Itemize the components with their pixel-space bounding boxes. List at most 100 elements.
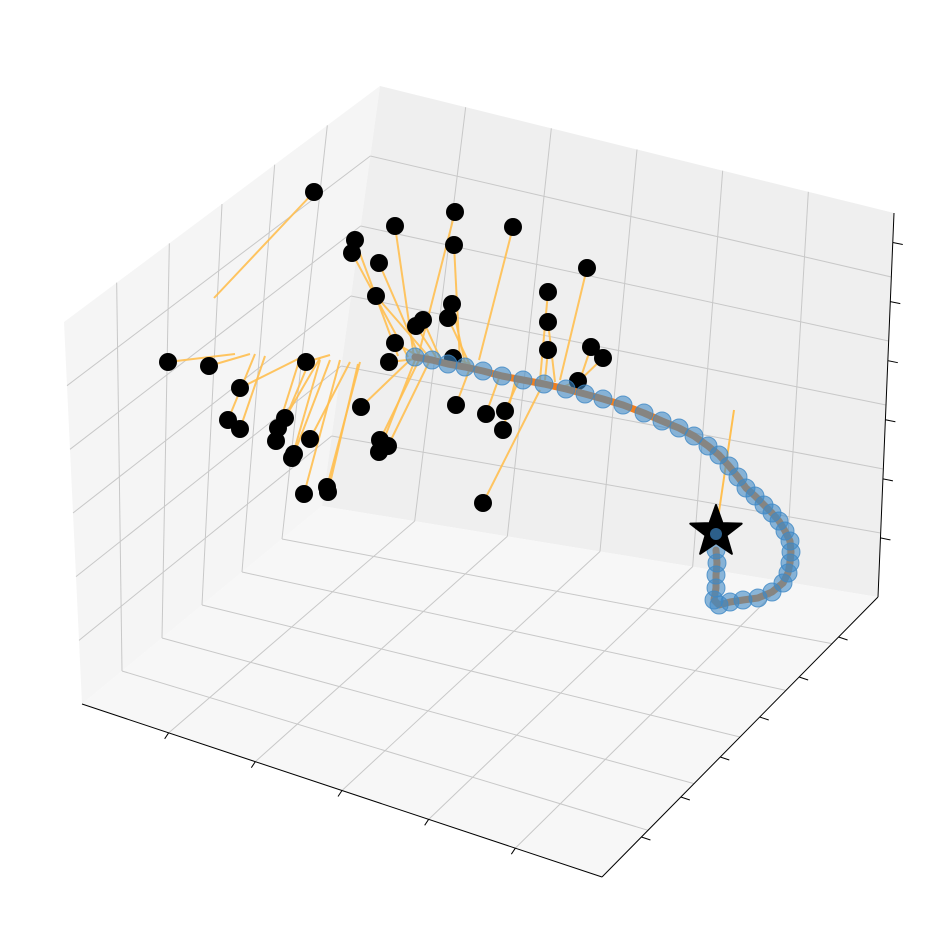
trajectory-point [455, 357, 475, 377]
grid-line [341, 365, 884, 470]
connector-line [291, 359, 321, 459]
sample-point [439, 309, 457, 327]
sample-point [386, 334, 404, 352]
sample-point [504, 218, 522, 236]
axis-ticks [164, 242, 903, 855]
sample-point [319, 483, 337, 501]
tick-mark [680, 796, 691, 801]
sample-point [446, 203, 464, 221]
sample-point [447, 396, 465, 414]
sample-point [380, 353, 398, 371]
grid-line [281, 538, 833, 645]
sample-point [445, 236, 463, 254]
connector-line [303, 359, 341, 495]
tick-mark [885, 419, 896, 423]
sample-point [582, 338, 600, 356]
tick-mark [890, 301, 901, 305]
tick-mark [164, 732, 170, 740]
tick-mark [759, 716, 769, 721]
connector-line [375, 295, 431, 359]
sample-point [352, 398, 370, 416]
sample-point [407, 317, 425, 335]
sample-point [443, 295, 461, 313]
trajectory-point [492, 366, 512, 386]
trajectory-point [556, 379, 576, 399]
tick-mark [882, 478, 894, 482]
tick-mark [880, 537, 891, 541]
sample-point [370, 254, 388, 272]
connector-line [378, 262, 421, 359]
tick-mark [250, 761, 256, 768]
connector-line [293, 359, 331, 455]
sample-point [578, 259, 596, 277]
trajectory-point [473, 361, 493, 381]
grid-line [331, 435, 881, 534]
sample-point [494, 421, 512, 439]
sample-point [301, 430, 319, 448]
sample-point [343, 244, 361, 262]
left-pane [64, 86, 380, 704]
trajectory-point [422, 350, 442, 370]
sample-point [295, 485, 313, 503]
sample-point [539, 313, 557, 331]
grid-line [75, 365, 342, 578]
sample-point [305, 183, 323, 201]
sample-point [370, 443, 388, 461]
connector-line [167, 353, 236, 363]
connector-line [327, 363, 359, 493]
connector-line [239, 355, 266, 430]
trajectory-point [634, 403, 654, 423]
tick-mark [641, 836, 651, 841]
trajectory-point [534, 374, 554, 394]
y-axis-line [601, 596, 879, 878]
tick-mark [720, 756, 730, 761]
connector-line [387, 359, 431, 447]
sample-point [267, 432, 285, 450]
sample-point [496, 402, 514, 420]
tick-mark [798, 676, 809, 681]
sample-point [367, 287, 385, 305]
goal-marker-group [689, 504, 743, 555]
trajectory-point [669, 418, 689, 438]
grid-line [78, 435, 332, 641]
connector-line [559, 267, 588, 381]
tick-mark [424, 819, 430, 826]
trajectory-point [513, 370, 533, 390]
connector-line [539, 291, 549, 381]
trajectory-point [613, 395, 633, 415]
sample-point [474, 494, 492, 512]
sample-point [283, 449, 301, 467]
tick-mark [337, 790, 343, 797]
connector-line [417, 211, 456, 358]
connector-line [239, 357, 301, 389]
trajectory-point [710, 528, 722, 540]
tick-mark [510, 847, 516, 855]
sample-point [231, 420, 249, 438]
trajectory-point [684, 426, 704, 446]
sample-point [297, 353, 315, 371]
back-pane [322, 86, 894, 597]
grid-line [370, 155, 892, 278]
grid-line [72, 295, 352, 514]
floor-pane [82, 506, 878, 877]
axis-panes [64, 86, 894, 877]
z-axis-line [877, 212, 895, 598]
trajectory-point [438, 354, 458, 374]
grid-line [69, 225, 361, 450]
sample-point [539, 283, 557, 301]
trajectory-point [652, 411, 672, 431]
grid-lines [66, 107, 892, 849]
sample-point [477, 405, 495, 423]
trajectory-point [593, 389, 613, 409]
sample-point [200, 357, 218, 375]
sample-point [231, 379, 249, 397]
connector-line [478, 226, 514, 361]
tick-mark [887, 360, 898, 364]
sample-point [386, 217, 404, 235]
trajectory [405, 347, 801, 615]
tick-mark [838, 636, 848, 641]
tick-mark [892, 242, 903, 246]
connector-line [213, 191, 315, 299]
sample-point [159, 353, 177, 371]
